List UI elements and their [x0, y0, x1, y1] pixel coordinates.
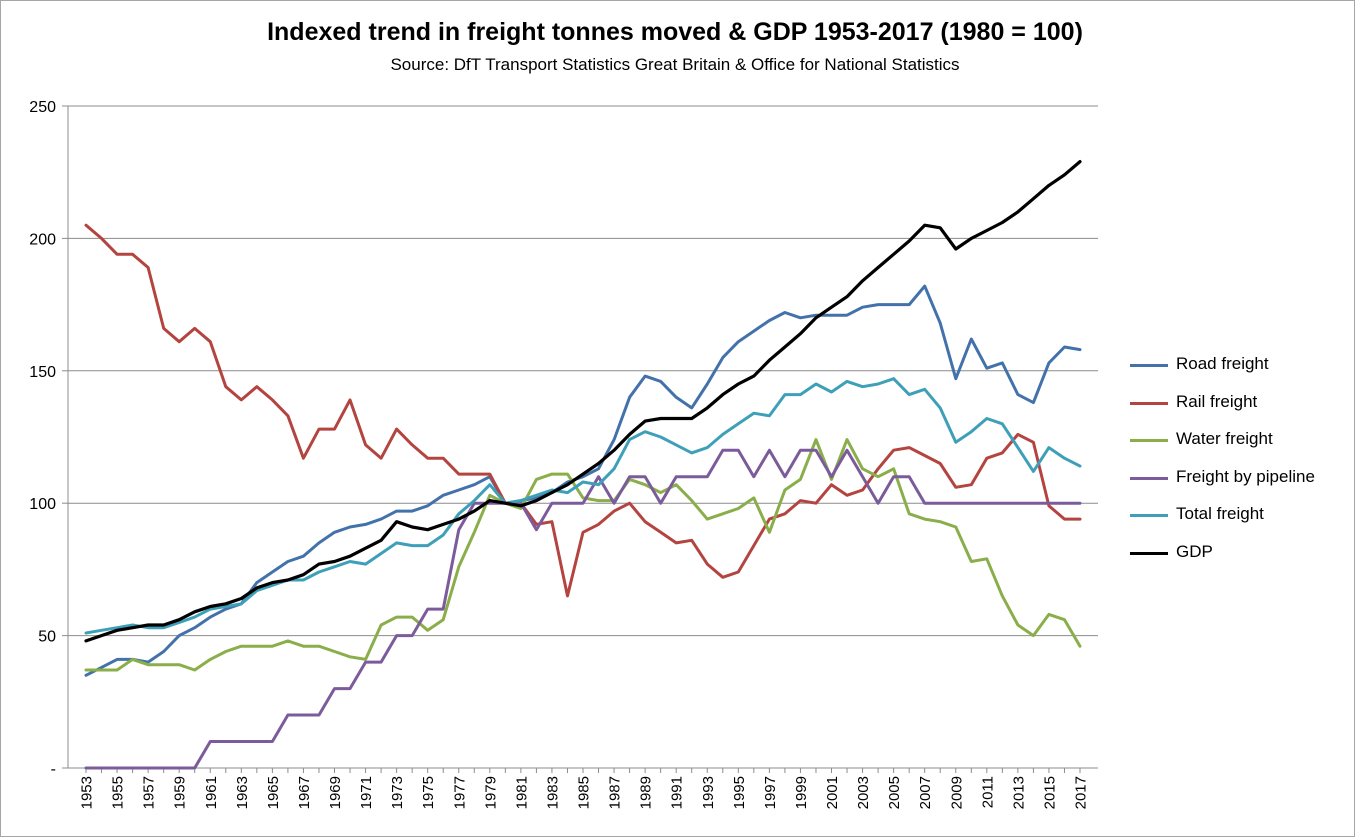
legend-item: Water freight	[1130, 427, 1350, 465]
x-tick-label: 2003	[855, 776, 872, 809]
x-tick-label: 1967	[296, 776, 313, 809]
x-tick-label: 1999	[793, 776, 810, 809]
x-tick-label: 1987	[607, 776, 624, 809]
x-tick-label: 2009	[948, 776, 965, 809]
x-tick-label: 2001	[824, 776, 841, 809]
series-line-gdp	[86, 162, 1080, 641]
x-tick-label: 2017	[1073, 776, 1090, 809]
x-tick-label: 1971	[358, 776, 375, 809]
x-tick-label: 1979	[482, 776, 499, 809]
series-line-total-freight	[86, 379, 1080, 633]
legend-swatch	[1130, 552, 1168, 555]
legend-label: Water freight	[1176, 429, 1273, 449]
y-tick-label: 250	[29, 99, 56, 116]
x-tick-label: 2015	[1041, 776, 1058, 809]
y-tick-label: 50	[38, 629, 56, 646]
x-tick-label: 1991	[669, 776, 686, 809]
y-tick-label: -	[51, 761, 56, 778]
x-tick-label: 1997	[762, 776, 779, 809]
x-tick-label: 1963	[234, 776, 251, 809]
y-tick-label: 200	[29, 231, 56, 248]
x-tick-label: 1973	[389, 776, 406, 809]
legend-label: Rail freight	[1176, 392, 1257, 412]
x-tick-label: 2011	[979, 776, 996, 808]
x-tick-label: 1959	[172, 776, 189, 809]
legend-swatch	[1130, 514, 1168, 517]
x-tick-label: 1977	[451, 776, 468, 809]
legend: Road freight Rail freight Water freight Fre…	[1130, 352, 1350, 578]
x-tick-label: 1993	[700, 776, 717, 809]
x-tick-label: 2007	[917, 776, 934, 809]
y-tick-label: 100	[29, 496, 56, 513]
x-tick-label: 1985	[576, 776, 593, 809]
x-tick-label: 1961	[203, 776, 220, 809]
x-tick-label: 1981	[513, 776, 530, 809]
x-tick-label: 1975	[420, 776, 437, 809]
legend-swatch	[1130, 402, 1168, 405]
legend-item: GDP	[1130, 540, 1350, 578]
legend-swatch	[1130, 364, 1168, 367]
x-tick-label: 1969	[327, 776, 344, 809]
y-tick-label: 150	[29, 364, 56, 381]
legend-swatch	[1130, 477, 1168, 480]
legend-swatch	[1130, 439, 1168, 442]
series-lines	[86, 162, 1080, 768]
x-tick-label: 1955	[110, 776, 127, 809]
legend-item: Freight by pipeline	[1130, 465, 1350, 503]
x-tick-label: 1995	[731, 776, 748, 809]
x-tick-label: 1957	[141, 776, 158, 809]
x-tick-label: 1989	[638, 776, 655, 809]
x-tick-label: 2005	[886, 776, 903, 809]
x-tick-label: 1983	[544, 776, 561, 809]
legend-label: Total freight	[1176, 504, 1264, 524]
legend-item: Road freight	[1130, 352, 1350, 390]
legend-item: Total freight	[1130, 502, 1350, 540]
x-tick-label: 1965	[265, 776, 282, 809]
series-line-rail-freight	[86, 225, 1080, 596]
legend-item: Rail freight	[1130, 390, 1350, 428]
x-tick-label: 2013	[1010, 776, 1027, 809]
gridlines	[68, 106, 1098, 636]
legend-label: Road freight	[1176, 354, 1269, 374]
x-tick-label: 1953	[79, 776, 96, 809]
legend-label: GDP	[1176, 542, 1213, 562]
legend-label: Freight by pipeline	[1176, 467, 1315, 487]
axes: - 50 100 150 200 250 1953 1955 1957 1959 1961 1963 1…	[29, 99, 1098, 809]
